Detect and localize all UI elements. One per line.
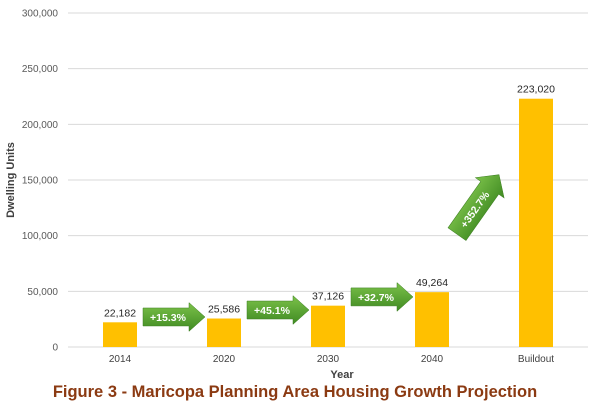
y-tick-label: 300,000	[22, 9, 59, 20]
bar-2040	[415, 292, 449, 347]
data-label: 37,126	[312, 291, 344, 303]
growth-arrow: +32.7%	[350, 282, 414, 312]
bar-2030	[311, 305, 345, 347]
x-tick-label: 2020	[213, 354, 236, 365]
arrow-shape	[447, 174, 505, 241]
data-label: 49,264	[416, 277, 448, 289]
bar-2020	[207, 318, 241, 347]
y-axis-title: Dwelling Units	[5, 142, 17, 218]
growth-arrow: +352.7%	[447, 174, 505, 241]
growth-label: +32.7%	[358, 292, 395, 304]
y-tick-label: 100,000	[22, 231, 59, 242]
y-tick-label: 50,000	[27, 287, 58, 298]
growth-label: +45.1%	[254, 305, 291, 317]
arrow-shape	[142, 302, 206, 332]
figure-caption: Figure 3 - Maricopa Planning Area Housin…	[52, 383, 538, 401]
bar-buildout	[519, 98, 553, 347]
data-label: 25,586	[208, 304, 240, 316]
data-label: 223,020	[517, 84, 555, 96]
y-tick-label: 0	[52, 343, 58, 354]
y-tick-label: 250,000	[22, 64, 59, 75]
x-axis-title: Year	[330, 369, 354, 380]
growth-arrow: +15.3%	[142, 302, 206, 332]
x-tick-label: 2040	[421, 354, 444, 365]
growth-label: +15.3%	[150, 312, 187, 324]
arrow-shape	[350, 282, 414, 312]
arrow-shape	[246, 295, 310, 325]
x-tick-label: 2014	[109, 354, 132, 365]
y-tick-label: 150,000	[22, 176, 59, 187]
housing-growth-chart: 0 50,000 100,000 150,000 200,000 250,000 300,0…	[5, 9, 588, 380]
y-tick-label: 200,000	[22, 120, 59, 131]
bar-2014	[103, 322, 137, 347]
x-tick-label: Buildout	[518, 354, 554, 365]
growth-arrow: +45.1%	[246, 295, 310, 325]
x-tick-label: 2030	[317, 354, 340, 365]
data-label: 22,182	[104, 307, 136, 319]
